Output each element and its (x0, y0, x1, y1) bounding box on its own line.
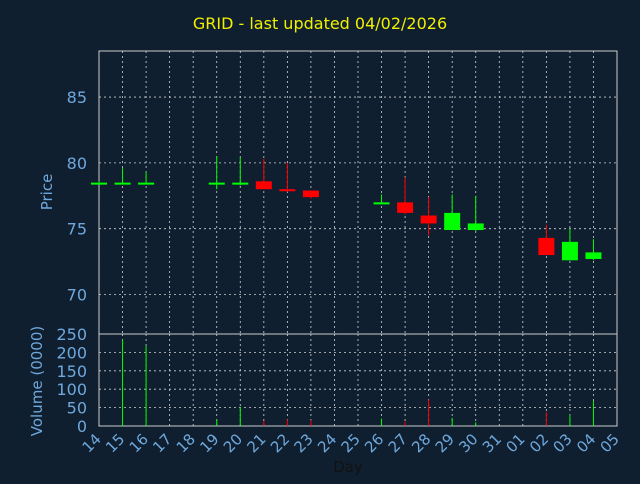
candle-body (255, 181, 272, 190)
candle-body (561, 241, 578, 261)
x-tick-label: 16 (126, 430, 152, 456)
price-tick-label: 85 (67, 88, 87, 107)
candle-body (444, 212, 461, 231)
volume-tick-label: 200 (56, 343, 87, 362)
candle-body (373, 202, 390, 205)
candle-body (208, 182, 225, 185)
candle-body (585, 252, 602, 259)
x-tick-label: 03 (550, 430, 576, 456)
x-tick-label: 15 (102, 430, 128, 456)
x-tick-label: 18 (173, 430, 199, 456)
volume-axis-label: Volume (0000) (28, 326, 46, 436)
candle-body (538, 237, 555, 256)
candle-body (420, 215, 437, 224)
x-tick-label: 30 (455, 430, 481, 456)
candle-body (302, 190, 319, 198)
x-tick-label: 31 (479, 430, 505, 456)
candle-body (397, 202, 414, 213)
x-tick-label: 21 (243, 430, 269, 456)
x-tick-label: 22 (267, 430, 293, 456)
candle-body (138, 182, 155, 185)
chart-title: GRID - last updated 04/02/2026 (192, 14, 448, 33)
x-tick-label: 19 (196, 430, 222, 456)
volume-tick-label: 100 (56, 380, 87, 399)
price-tick-label: 80 (67, 154, 87, 173)
candle-body (91, 182, 107, 185)
x-tick-label: 27 (385, 430, 411, 456)
volume-tick-label: 150 (56, 362, 87, 381)
candle-body (467, 223, 484, 231)
x-tick-label: 23 (291, 430, 317, 456)
x-tick-label: 29 (432, 430, 458, 456)
volume-tick-label: 250 (56, 325, 87, 344)
x-tick-label: 04 (573, 430, 599, 456)
candle-body (279, 189, 296, 192)
x-tick-label: 05 (597, 430, 623, 456)
x-tick-label: 01 (502, 430, 528, 456)
candle-body (232, 182, 249, 185)
price-axis-label: Price (38, 174, 56, 211)
volume-tick-label: 50 (67, 399, 87, 418)
x-tick-label: 02 (526, 430, 552, 456)
x-tick-label: 26 (361, 430, 387, 456)
x-tick-label: 24 (314, 430, 340, 456)
x-tick-label: 25 (338, 430, 364, 456)
x-tick-label: 17 (149, 430, 175, 456)
volume-tick-label: 0 (77, 417, 87, 436)
x-tick-label: 28 (408, 430, 434, 456)
price-tick-label: 75 (67, 220, 87, 239)
candle-body (114, 182, 131, 185)
x-axis-label: Day (333, 458, 363, 476)
price-tick-label: 70 (67, 286, 87, 305)
x-tick-label: 20 (220, 430, 246, 456)
